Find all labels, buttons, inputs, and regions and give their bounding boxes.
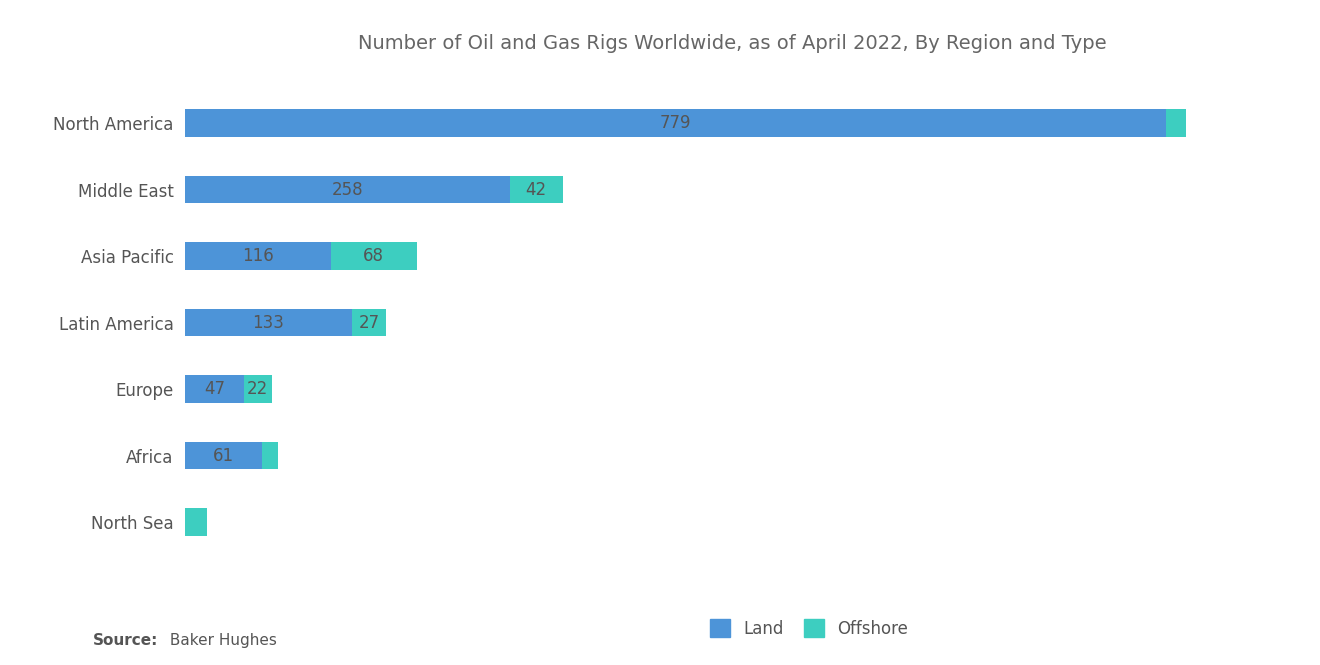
Bar xyxy=(185,375,244,403)
Bar xyxy=(185,508,207,536)
Text: 68: 68 xyxy=(363,247,384,265)
Bar xyxy=(185,442,261,469)
Text: 61: 61 xyxy=(213,446,234,465)
Text: 22: 22 xyxy=(247,380,268,398)
Bar xyxy=(352,309,387,336)
Text: 116: 116 xyxy=(242,247,273,265)
Bar xyxy=(510,176,562,203)
Bar xyxy=(1166,109,1185,137)
Text: 42: 42 xyxy=(525,180,546,199)
Bar xyxy=(185,309,352,336)
Bar xyxy=(331,242,417,270)
Bar xyxy=(244,375,272,403)
Text: 133: 133 xyxy=(252,313,285,332)
Text: 27: 27 xyxy=(359,313,380,332)
Bar xyxy=(185,176,510,203)
Text: Baker Hughes: Baker Hughes xyxy=(165,633,277,648)
Text: 47: 47 xyxy=(203,380,224,398)
Title: Number of Oil and Gas Rigs Worldwide, as of April 2022, By Region and Type: Number of Oil and Gas Rigs Worldwide, as… xyxy=(358,34,1107,53)
Legend: Land, Offshore: Land, Offshore xyxy=(704,613,915,644)
Text: 258: 258 xyxy=(331,180,363,199)
Bar xyxy=(185,109,1166,137)
Text: 779: 779 xyxy=(660,114,692,132)
Bar xyxy=(261,442,279,469)
Text: Source:: Source: xyxy=(92,633,158,648)
Bar xyxy=(185,242,331,270)
